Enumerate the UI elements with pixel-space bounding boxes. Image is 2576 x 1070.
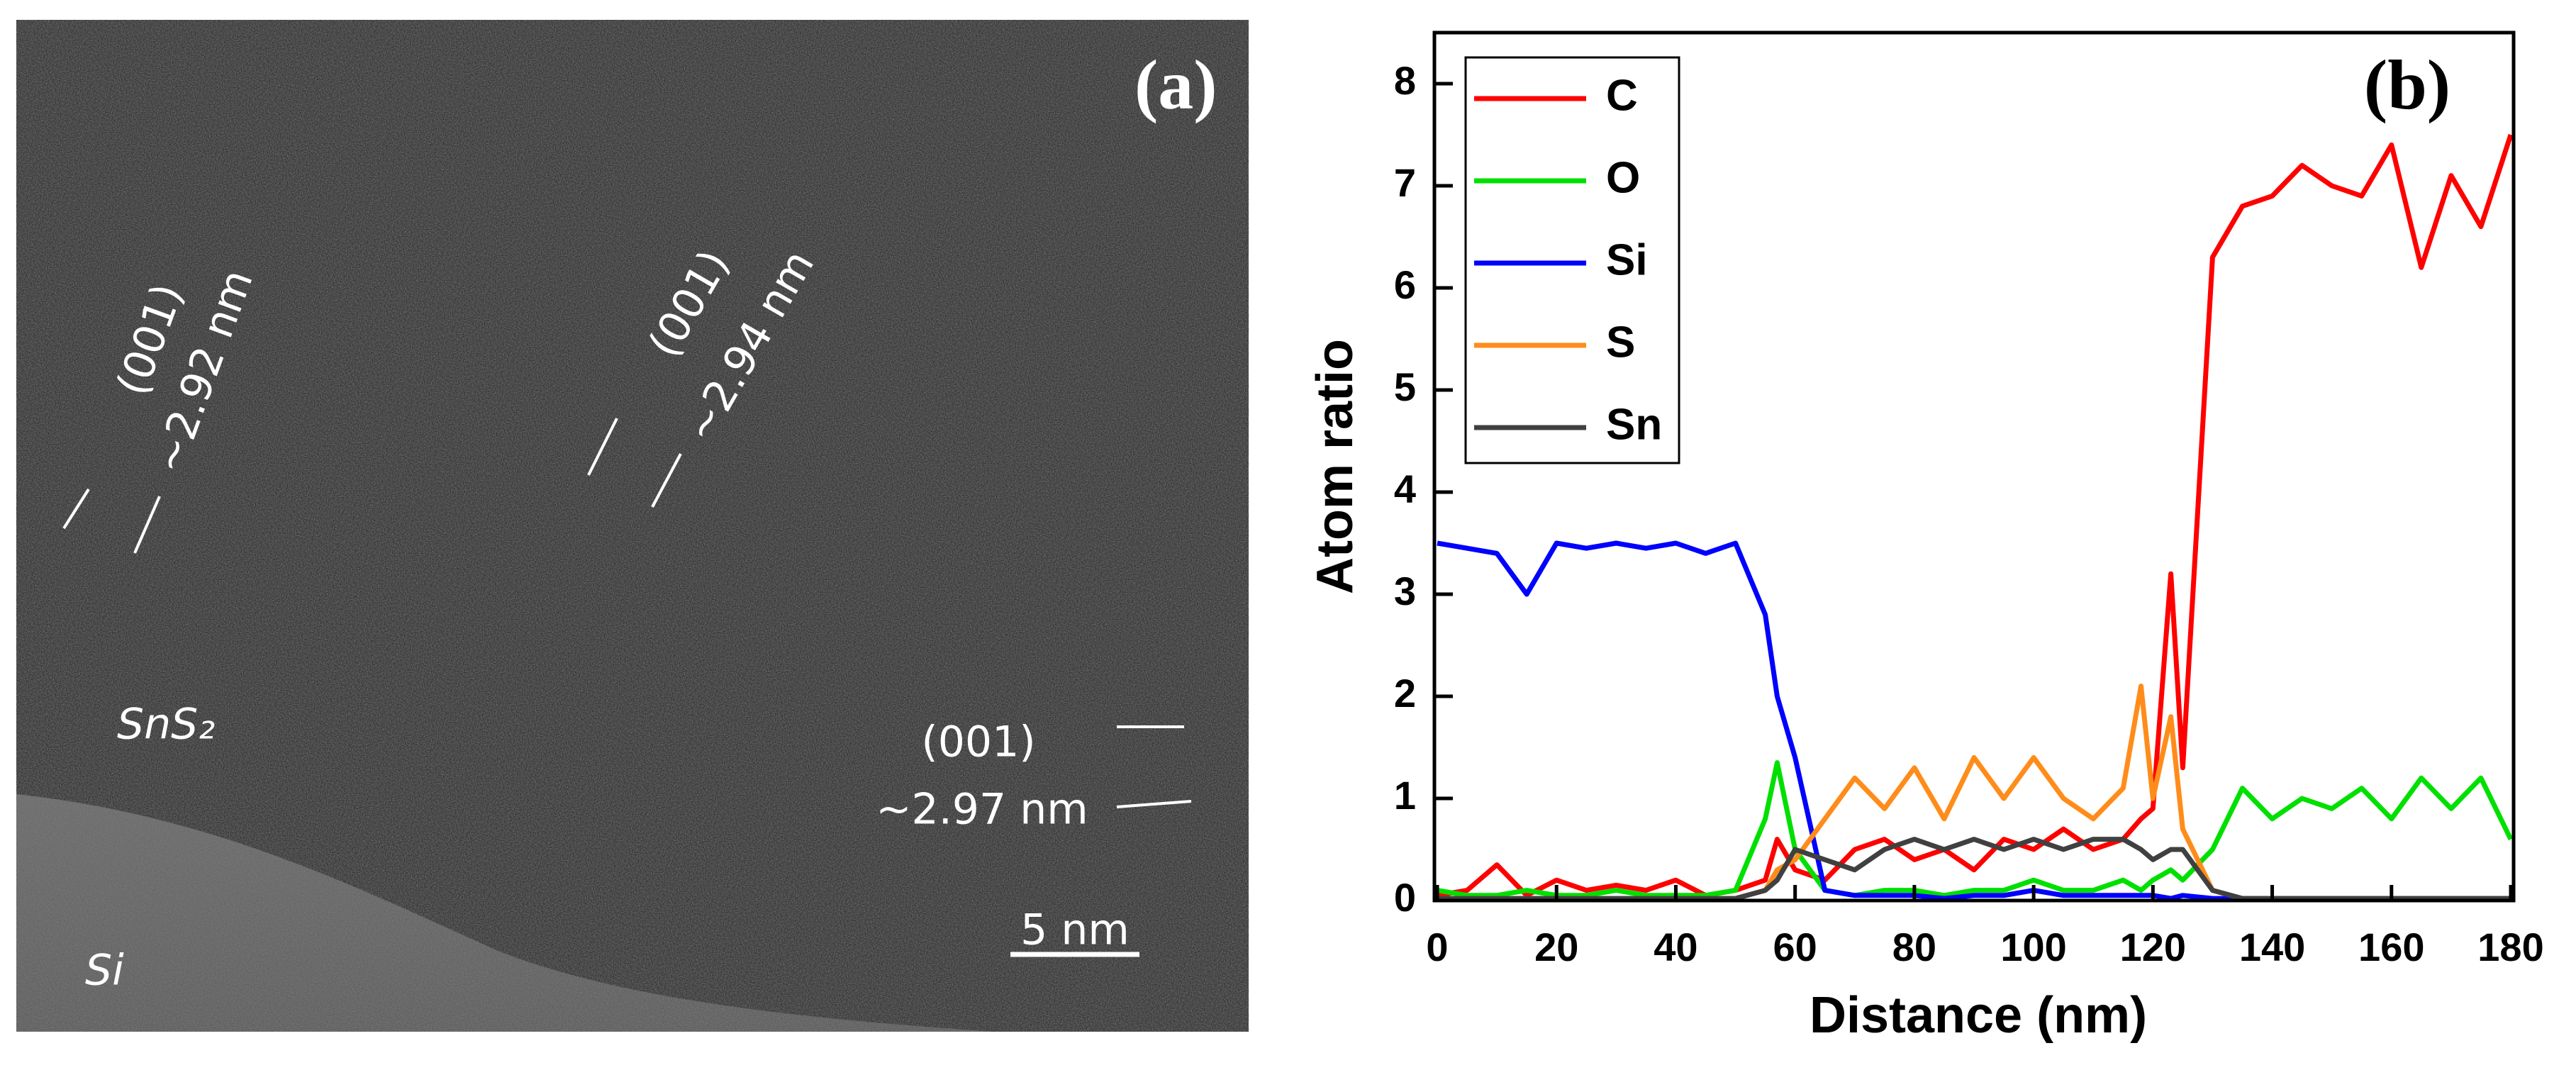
x-tick-label: 40	[1654, 925, 1697, 969]
x-tick-label: 160	[2358, 925, 2424, 969]
panel-label: (a)	[1134, 45, 1217, 124]
panel-label: (b)	[2364, 45, 2450, 124]
scale-bar-label: 5 nm	[1020, 905, 1130, 955]
y-tick-label: 4	[1394, 467, 1416, 511]
x-tick-label: 140	[2239, 925, 2305, 969]
legend-label: O	[1606, 153, 1640, 202]
annotation: ~2.97 nm	[876, 785, 1088, 835]
x-tick-label: 120	[2120, 925, 2186, 969]
y-tick-label: 0	[1394, 875, 1416, 920]
x-tick-label: 20	[1534, 925, 1578, 969]
legend-label: Si	[1606, 235, 1648, 284]
y-axis-label: Atom ratio	[1307, 339, 1364, 594]
legend-label: Sn	[1606, 400, 1662, 449]
annotation: (001)	[921, 718, 1035, 767]
x-tick-label: 80	[1892, 925, 1936, 969]
x-tick-label: 60	[1773, 925, 1817, 969]
y-tick-label: 5	[1394, 364, 1416, 409]
y-tick-label: 2	[1394, 671, 1416, 715]
y-tick-label: 6	[1394, 262, 1416, 307]
y-tick-label: 7	[1394, 160, 1416, 205]
x-tick-label: 100	[2000, 925, 2066, 969]
legend-label: S	[1606, 318, 1635, 367]
legend-label: C	[1606, 71, 1638, 120]
x-axis-label: Distance (nm)	[1810, 987, 2147, 1044]
tem-image	[16, 20, 1249, 1032]
y-tick-label: 3	[1394, 569, 1416, 613]
series-line	[1437, 760, 2514, 898]
y-tick-label: 1	[1394, 773, 1416, 818]
plot-frame	[1432, 30, 2516, 903]
series-line	[1437, 540, 2511, 901]
legend-box	[1464, 56, 1680, 464]
series-line	[1437, 837, 2511, 901]
y-tick-label: 8	[1394, 58, 1416, 103]
region-label: SnS₂	[117, 700, 215, 749]
x-tick-label: 0	[1426, 925, 1448, 969]
series-line	[1437, 133, 2514, 898]
x-tick-label: 180	[2477, 925, 2543, 969]
region-label: Si	[85, 946, 124, 996]
